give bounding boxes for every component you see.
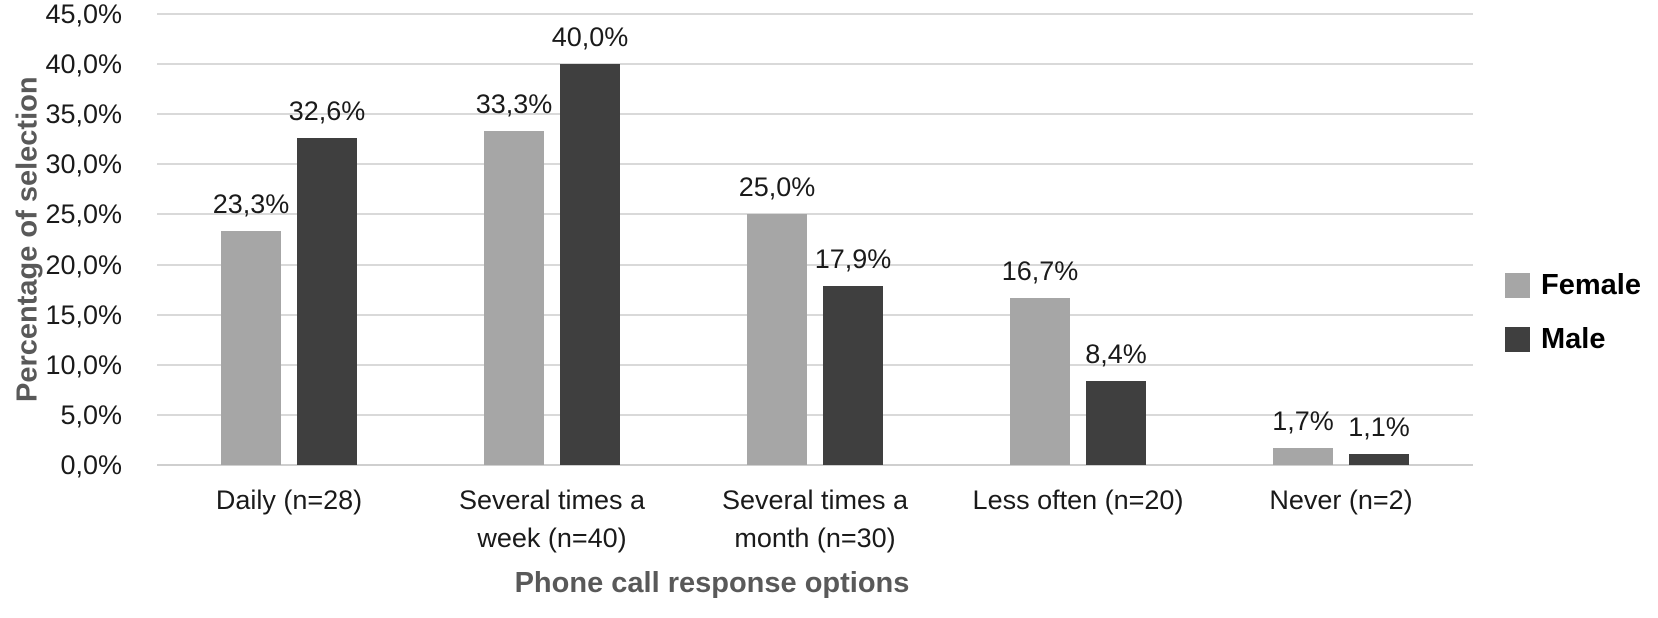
- bar-value-label: 1,1%: [1348, 412, 1410, 442]
- y-axis-title: Percentage of selection: [11, 76, 44, 403]
- bar-value-label: 32,6%: [288, 96, 366, 126]
- bar-male: [1349, 454, 1409, 465]
- x-axis-category-label: Several times a month (n=30): [721, 485, 909, 553]
- bar-value-label: 40,0%: [551, 22, 629, 52]
- bar-female: [1273, 448, 1333, 465]
- legend-label: Female: [1541, 269, 1641, 301]
- gridline: [157, 263, 1473, 266]
- x-axis-title: Phone call response options: [514, 567, 910, 599]
- x-axis-category-label: Several times a week (n=40): [458, 485, 646, 553]
- bar-male: [297, 138, 357, 465]
- bar-female: [1010, 298, 1070, 465]
- bar-female: [221, 231, 281, 465]
- bar-value-label: 33,3%: [475, 89, 553, 119]
- gridline: [157, 163, 1473, 166]
- y-axis-tick-label: 30,0%: [45, 149, 122, 180]
- legend-swatch-male: [1505, 327, 1530, 352]
- gridline: [157, 13, 1473, 15]
- y-axis-tick-label: 0,0%: [60, 450, 122, 480]
- gridline: [157, 213, 1473, 216]
- y-axis-tick-label: 25,0%: [45, 199, 122, 230]
- gridline: [157, 363, 1473, 366]
- bar-value-label: 25,0%: [738, 172, 816, 202]
- x-axis-category-label: Never (n=2): [1269, 485, 1413, 515]
- legend: Female Male: [1505, 269, 1641, 356]
- y-axis-tick-label: 35,0%: [45, 99, 122, 130]
- gridline: [157, 63, 1473, 66]
- legend-label: Male: [1541, 323, 1606, 355]
- bar-male: [823, 286, 883, 465]
- y-axis-tick-label: 10,0%: [45, 349, 122, 380]
- y-axis-tick-label: 45,0%: [45, 0, 122, 29]
- bar-male: [560, 64, 620, 465]
- y-axis-tick-label: 15,0%: [45, 299, 122, 330]
- bar-value-label: 8,4%: [1085, 339, 1147, 369]
- legend-item-male: Male: [1505, 323, 1641, 356]
- bar-male: [1086, 381, 1146, 465]
- y-axis-tick-label: 20,0%: [45, 249, 122, 280]
- bar-value-label: 1,7%: [1272, 406, 1334, 436]
- gridline: [157, 413, 1473, 416]
- gridline: [157, 464, 1473, 466]
- bar-value-label: 16,7%: [1001, 256, 1079, 286]
- gridline: [157, 313, 1473, 316]
- y-axis-tick-label: 40,0%: [45, 49, 122, 80]
- y-axis-tick-label: 5,0%: [60, 399, 122, 430]
- bar-value-label: 23,3%: [212, 189, 290, 219]
- bar-female: [747, 214, 807, 465]
- legend-swatch-female: [1505, 273, 1530, 298]
- x-axis-category-label: Less often (n=20): [972, 485, 1184, 515]
- legend-item-female: Female: [1505, 269, 1641, 302]
- bar-female: [484, 131, 544, 465]
- gridline: [157, 113, 1473, 116]
- plot-area: 23,3% 32,6% 33,3% 40,0% 25,0% 17,9% 16,7% 8,4% 1…: [157, 13, 1473, 466]
- x-axis-category-label: Daily (n=28): [215, 485, 363, 515]
- bar-value-label: 17,9%: [814, 244, 892, 274]
